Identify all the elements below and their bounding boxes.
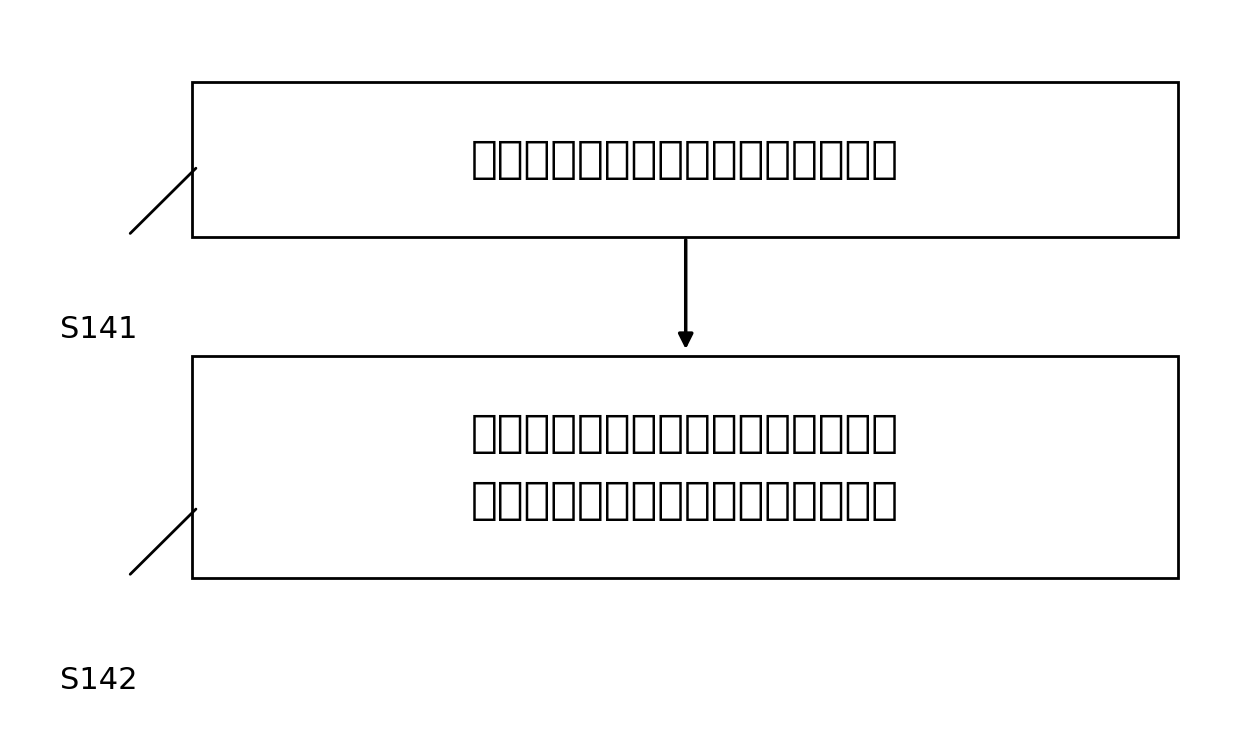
Bar [192,82,1178,237]
Bar [192,356,1178,578]
Text: 根据所述故障状态信息确定故障设备: 根据所述故障状态信息确定故障设备 [471,138,899,181]
Text: S142: S142 [60,665,138,695]
Text: 拍摄所述故障设备的现场视频信息，
并向运维系统发送所述现场视频信息: 拍摄所述故障设备的现场视频信息， 并向运维系统发送所述现场视频信息 [471,412,899,522]
Text: S141: S141 [60,315,138,345]
